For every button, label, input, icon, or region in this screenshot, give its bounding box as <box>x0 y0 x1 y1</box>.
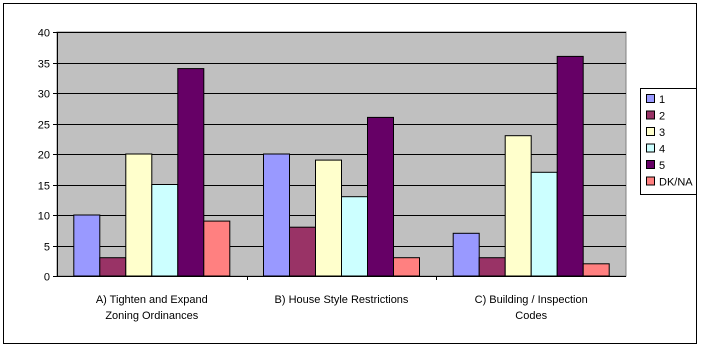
legend-swatch <box>646 143 655 153</box>
legend-label: 5 <box>659 160 665 172</box>
bar-5-cat1 <box>177 68 205 277</box>
x-category-label-line: A) Tighten and Expand <box>96 294 208 306</box>
bar-4-cat3 <box>530 171 558 277</box>
y-tick-label: 5 <box>44 242 50 254</box>
legend-swatch <box>646 160 655 169</box>
x-category-label-line: B) House Style Restrictions <box>275 294 409 306</box>
bar-3-cat3 <box>504 135 532 277</box>
legend-swatch <box>646 127 655 136</box>
y-tick-label: 0 <box>44 272 50 284</box>
legend-swatch <box>646 94 655 103</box>
y-tick-label: 20 <box>38 150 50 162</box>
bar-5-cat2 <box>367 116 394 277</box>
x-category-label-line: Zoning Ordinances <box>105 310 198 322</box>
legend-label: 4 <box>659 144 665 156</box>
legend-label: DK/NA <box>659 177 693 189</box>
y-tick-label: 25 <box>38 120 50 132</box>
legend-swatch <box>646 176 655 186</box>
bar-1-cat3 <box>452 232 480 277</box>
bar-5-cat3 <box>556 55 584 277</box>
y-tick-label: 15 <box>38 181 50 193</box>
bar-2-cat1 <box>99 257 127 277</box>
y-tick-label: 30 <box>38 89 50 101</box>
x-category-label-line: C) Building / Inspection <box>475 294 588 306</box>
x-category-label-line: Codes <box>515 310 547 322</box>
bar-1-cat1 <box>73 214 101 277</box>
y-tick-label: 10 <box>38 211 50 223</box>
x-category-label: A) Tighten and Expand Zoning Ordinances <box>96 294 208 322</box>
bar-3-cat1 <box>125 153 153 277</box>
x-category-label: B) House Style Restrictions <box>275 294 409 306</box>
bar-3-cat2 <box>315 159 342 277</box>
bar-dkna-cat1 <box>203 220 231 277</box>
bar-dkna-cat2 <box>393 257 420 277</box>
legend-label: 2 <box>659 111 665 123</box>
y-tick-label: 40 <box>38 28 50 40</box>
bar-1-cat2 <box>263 153 290 277</box>
x-category-label: C) Building / Inspection Codes <box>475 294 588 322</box>
legend-label: 3 <box>659 127 665 139</box>
bar-dkna-cat3 <box>582 263 610 277</box>
legend-label: 1 <box>659 94 665 106</box>
bar-4-cat2 <box>341 196 368 277</box>
legend-swatch <box>646 110 655 120</box>
y-tick-label: 35 <box>38 59 50 71</box>
bar-2-cat3 <box>478 257 506 277</box>
bar-2-cat2 <box>289 226 316 277</box>
bar-4-cat1 <box>151 184 179 277</box>
